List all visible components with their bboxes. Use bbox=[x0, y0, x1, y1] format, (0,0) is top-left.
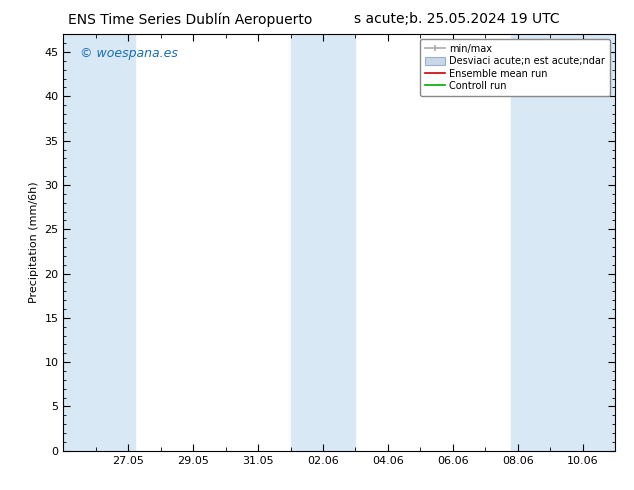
Legend: min/max, Desviaci acute;n est acute;ndar, Ensemble mean run, Controll run: min/max, Desviaci acute;n est acute;ndar… bbox=[420, 39, 610, 96]
Text: ENS Time Series Dublín Aeropuerto: ENS Time Series Dublín Aeropuerto bbox=[68, 12, 313, 27]
Bar bbox=[290, 34, 356, 451]
Bar bbox=[511, 34, 615, 451]
Y-axis label: Precipitation (mm/6h): Precipitation (mm/6h) bbox=[29, 182, 39, 303]
Text: s acute;b. 25.05.2024 19 UTC: s acute;b. 25.05.2024 19 UTC bbox=[354, 12, 559, 26]
Bar bbox=[63, 34, 135, 451]
Text: © woespana.es: © woespana.es bbox=[80, 47, 178, 60]
